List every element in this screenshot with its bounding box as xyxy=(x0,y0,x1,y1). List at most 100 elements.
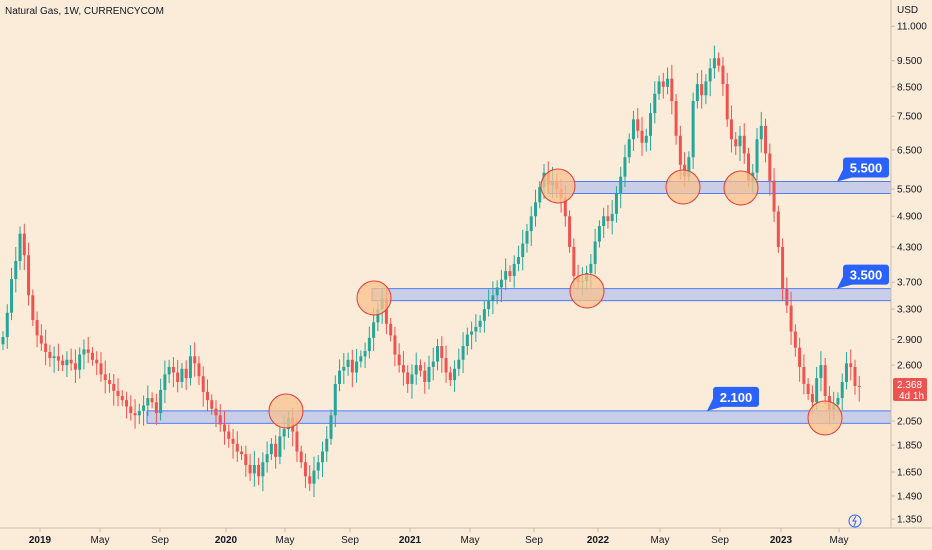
alert-icon[interactable] xyxy=(848,514,862,528)
candle-body xyxy=(235,443,239,452)
candle xyxy=(180,362,184,388)
candle xyxy=(31,289,35,327)
x-tick-label: May xyxy=(461,535,480,546)
candle-body xyxy=(423,370,427,382)
candle-body xyxy=(525,231,529,244)
candle xyxy=(129,395,133,421)
candle-body xyxy=(184,368,188,379)
candle-body xyxy=(146,398,150,406)
candle-body xyxy=(657,81,661,94)
candle-body xyxy=(708,68,712,82)
candle-body xyxy=(448,372,452,381)
candle-body xyxy=(606,216,610,222)
candle-body xyxy=(776,211,780,247)
candle xyxy=(193,342,197,377)
candle xyxy=(333,375,337,428)
candle-body xyxy=(785,288,789,306)
candle-body xyxy=(154,402,158,414)
candle-body xyxy=(69,359,73,364)
candle-body xyxy=(712,58,716,69)
candle xyxy=(785,277,789,313)
candle-body xyxy=(65,359,69,366)
price-tag-box xyxy=(893,378,927,401)
candle-body xyxy=(636,119,640,131)
candle xyxy=(478,315,482,333)
candle xyxy=(197,356,201,386)
touch-point-circle xyxy=(569,273,605,309)
candle-body xyxy=(738,135,742,147)
candle xyxy=(849,349,853,381)
level-tag: 3.500 xyxy=(837,264,889,289)
candle-body xyxy=(5,312,9,338)
candle xyxy=(538,181,542,209)
level-tag-label: 2.100 xyxy=(720,390,753,405)
candle xyxy=(759,111,763,153)
y-tick-label: 1.850 xyxy=(897,441,922,452)
y-tick-label: 3.300 xyxy=(897,305,922,316)
y-tick-label: 3.700 xyxy=(897,278,922,289)
candle-body xyxy=(205,391,209,401)
candle xyxy=(640,116,644,157)
candle xyxy=(764,118,768,163)
candle xyxy=(457,348,461,377)
candle xyxy=(470,321,474,350)
price-tag-value: 2.368 xyxy=(897,380,922,391)
candle xyxy=(700,70,704,109)
axis-currency-label: USD xyxy=(897,5,918,16)
xtick-layer[interactable]: 2019 May Sep 2020 May Sep 2021 May Sep 2022 May Sep… xyxy=(29,528,849,546)
y-tick-label: 9.500 xyxy=(897,56,922,67)
candle-body xyxy=(572,246,576,276)
chart-title: Natural Gas, 1W, CURRENCYCOM xyxy=(5,6,164,17)
candle xyxy=(248,453,252,481)
candle-body xyxy=(644,135,648,143)
candle xyxy=(61,354,65,372)
candle-body xyxy=(674,101,678,136)
price-tag-countdown: 4d 1h xyxy=(899,391,924,402)
candle-body xyxy=(22,233,26,256)
candle-body xyxy=(325,438,329,452)
candle xyxy=(776,205,780,253)
candle xyxy=(95,351,99,376)
candle-body xyxy=(602,216,606,227)
candle-body xyxy=(167,366,171,375)
candle xyxy=(205,379,209,411)
candle-body xyxy=(597,226,601,242)
candle-body xyxy=(346,359,350,367)
candle xyxy=(857,376,861,402)
candle xyxy=(154,393,158,425)
candle xyxy=(487,289,491,317)
candle-body xyxy=(810,393,814,403)
candle-body xyxy=(389,323,393,336)
candle-body xyxy=(406,372,410,384)
touch-point-circle xyxy=(723,170,759,206)
candle xyxy=(508,265,512,282)
candle xyxy=(150,392,154,409)
candle-body xyxy=(563,197,567,217)
candle-body xyxy=(734,139,738,147)
candle xyxy=(695,72,699,109)
candle xyxy=(227,424,231,448)
candle xyxy=(568,210,572,253)
candle xyxy=(593,228,597,275)
candle xyxy=(793,324,797,357)
candle xyxy=(10,267,14,321)
candle xyxy=(499,269,503,303)
candle-body xyxy=(491,295,495,301)
candle xyxy=(103,360,107,394)
candle xyxy=(112,374,116,406)
candle xyxy=(295,418,299,462)
candle-body xyxy=(759,125,763,140)
level-tag-label: 5.500 xyxy=(850,161,883,176)
candle xyxy=(661,72,665,99)
candle-body xyxy=(244,454,248,465)
candle-body xyxy=(678,135,682,165)
candle-body xyxy=(171,366,175,373)
candle xyxy=(806,378,810,400)
y-tick-label: 1.650 xyxy=(897,467,922,478)
y-tick-label: 1.490 xyxy=(897,491,922,502)
ytick-layer[interactable]: 11.000 9.500 8.500 7.500 6.500 5.500 4.900 4.30… xyxy=(891,22,927,526)
candle xyxy=(176,359,180,393)
candle-body xyxy=(274,443,278,457)
candle-body xyxy=(214,408,218,416)
